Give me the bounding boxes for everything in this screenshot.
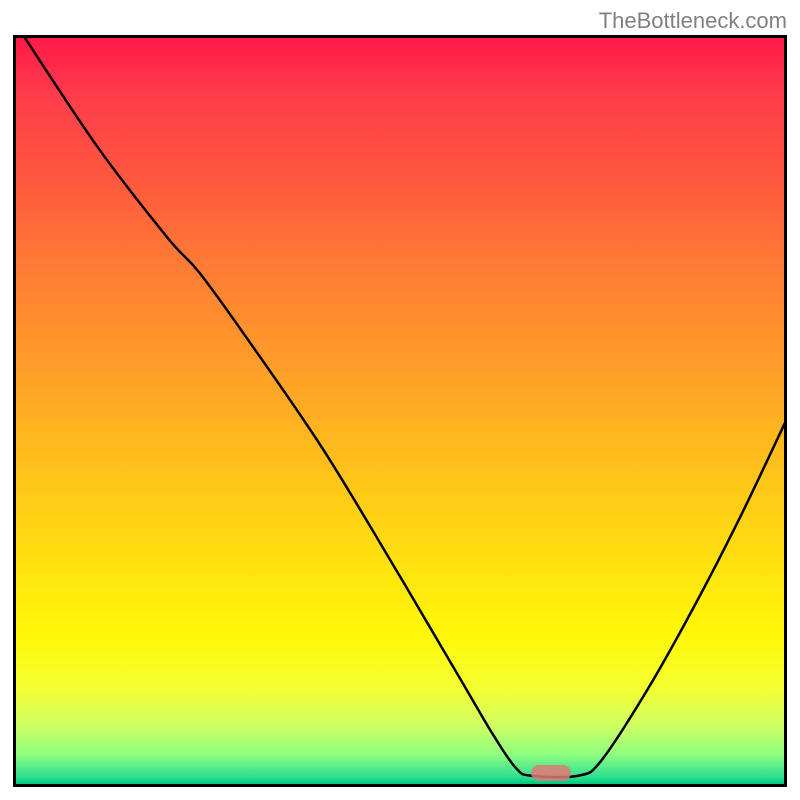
watermark-text: TheBottleneck.com [599,8,787,34]
chart-border [13,35,787,787]
bottleneck-chart [13,35,787,787]
